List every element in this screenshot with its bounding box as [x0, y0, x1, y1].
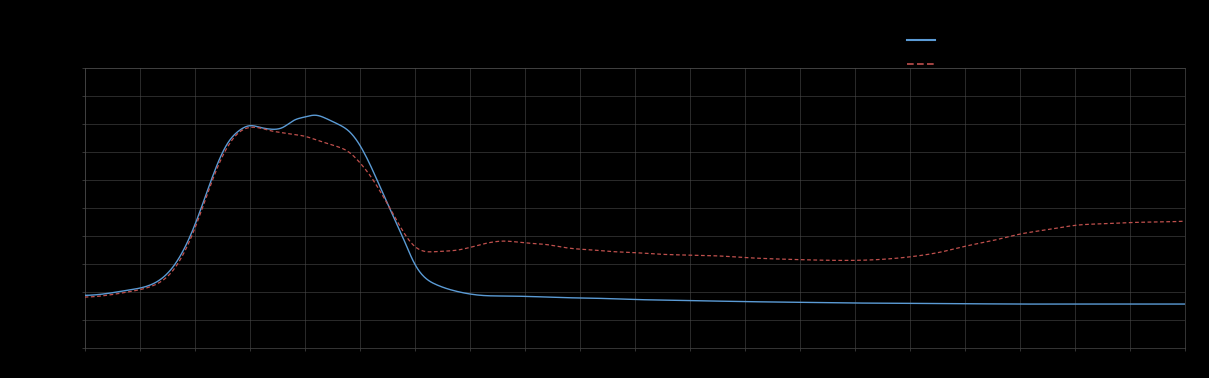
Legend: , : , [903, 32, 948, 74]
